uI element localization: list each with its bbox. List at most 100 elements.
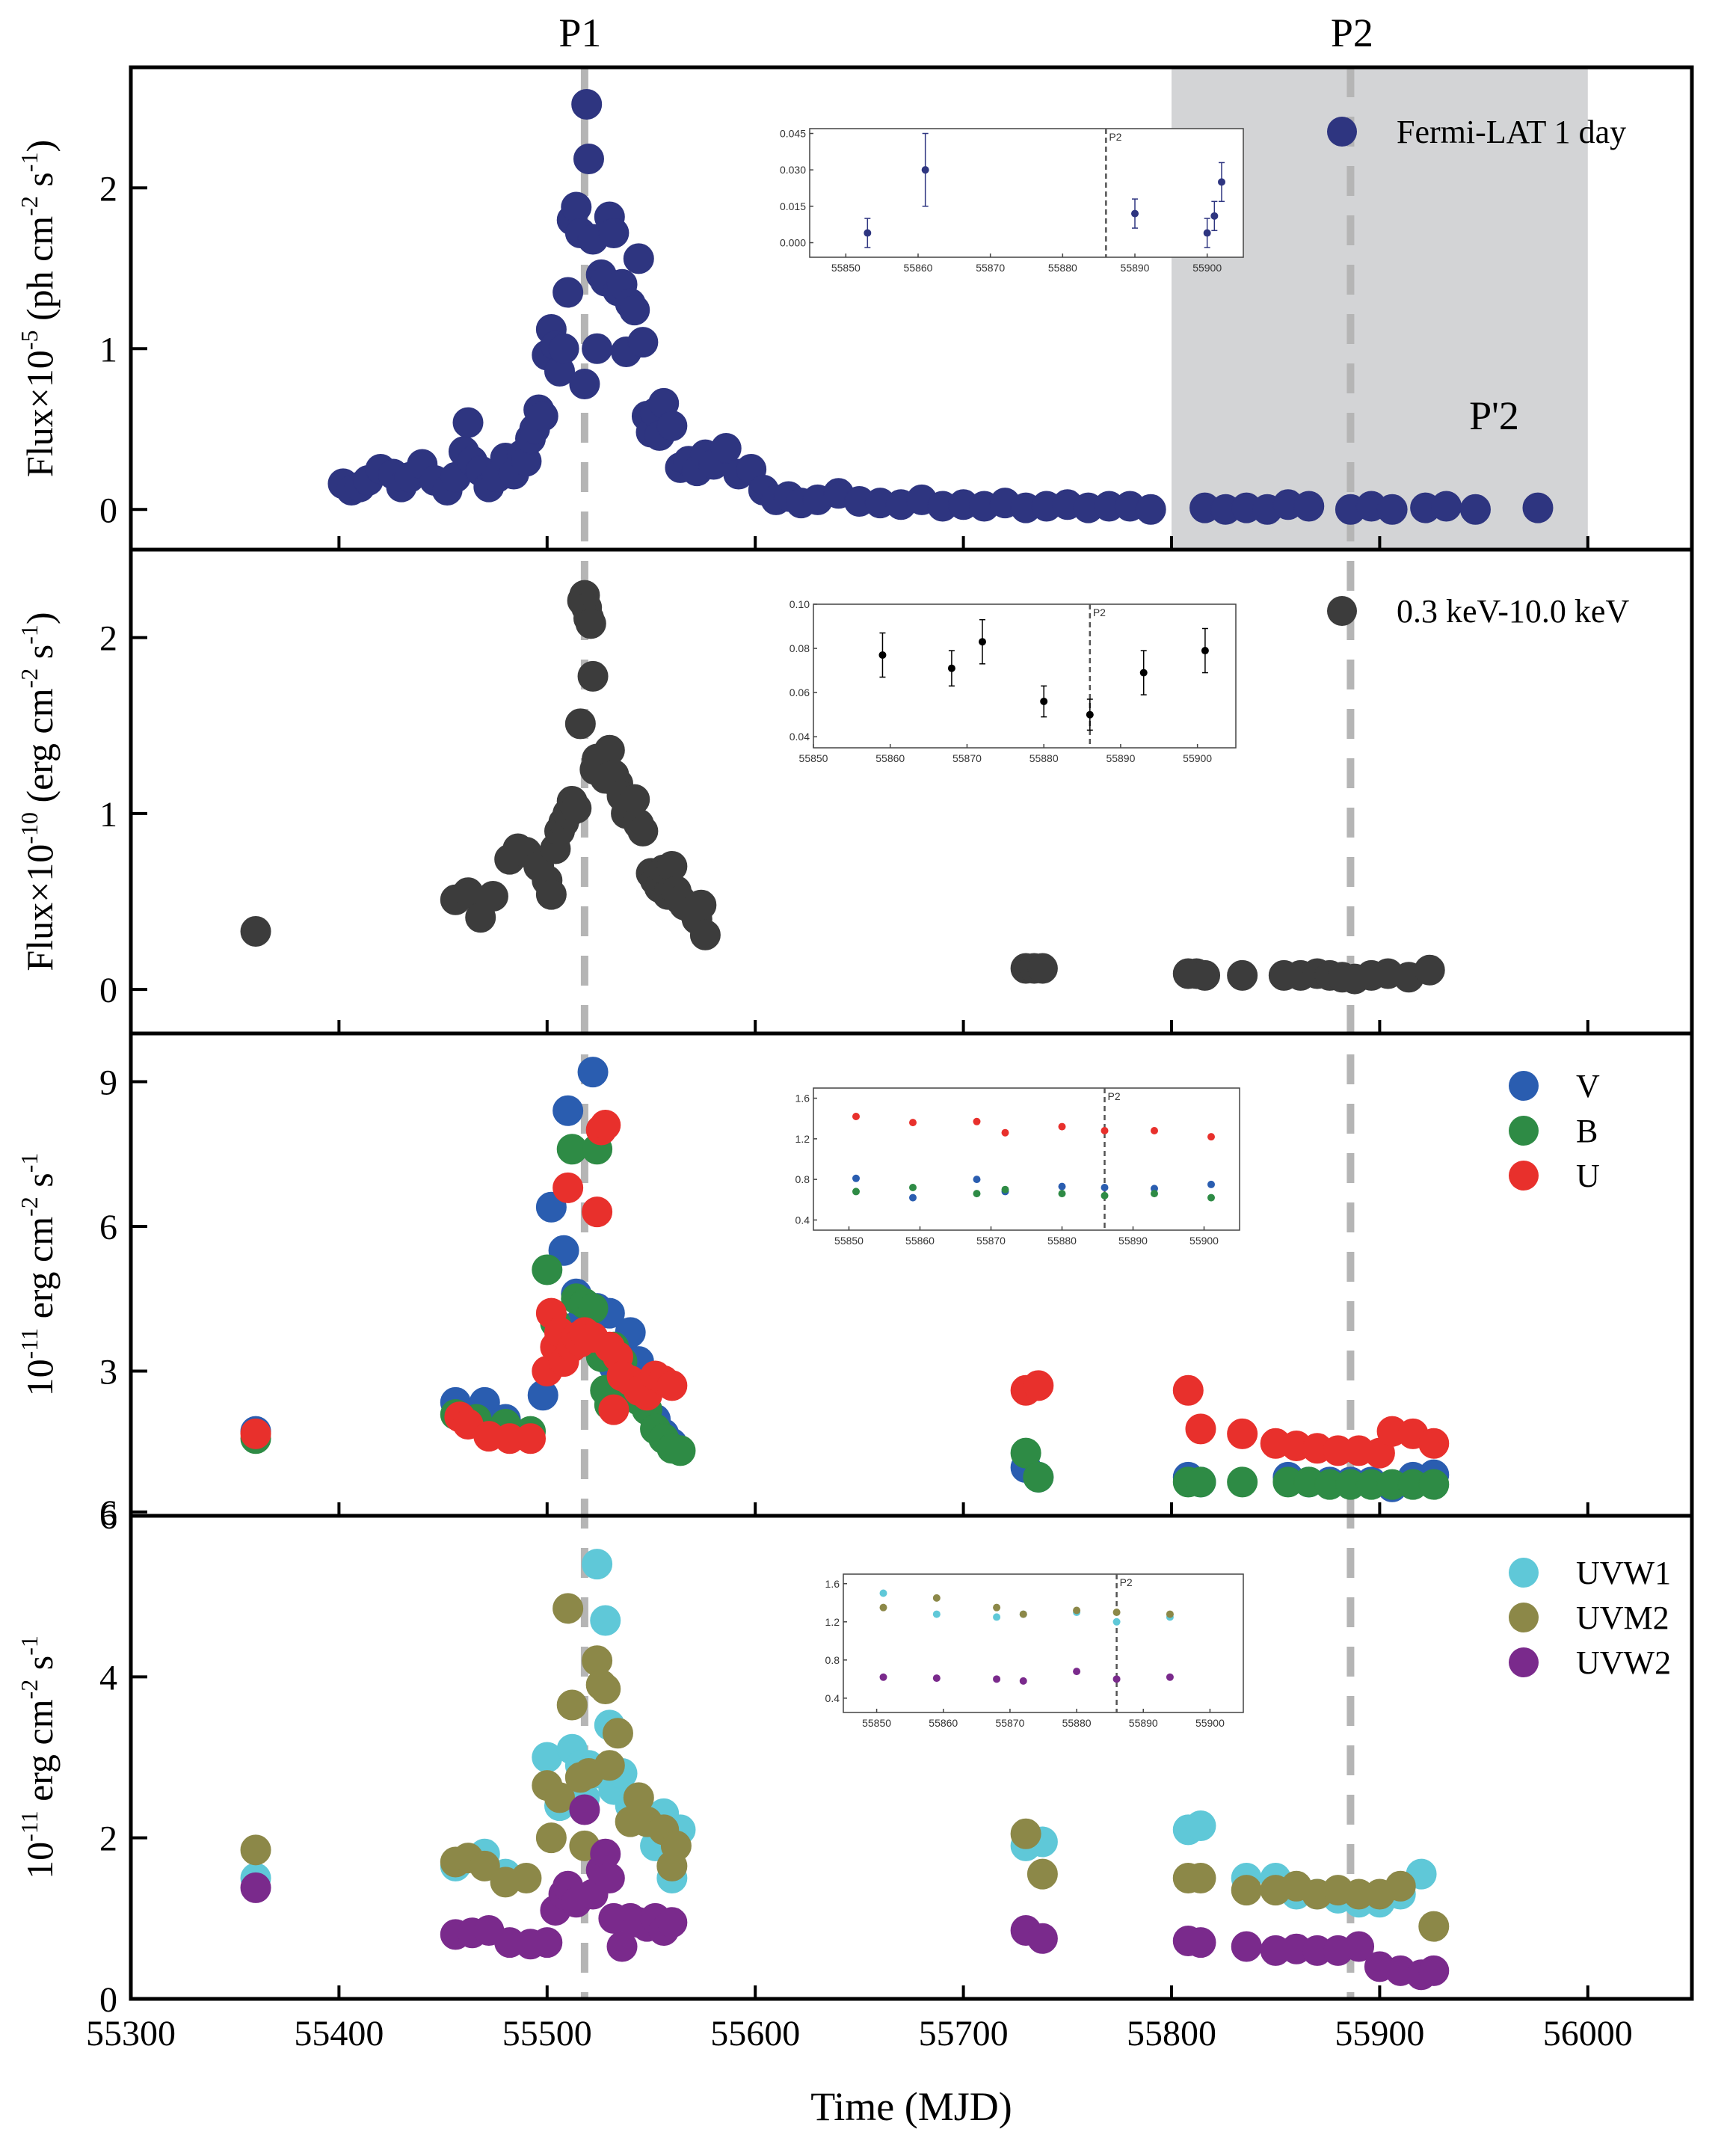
y-axis-label-panel-4: 10-11 erg cm-2 s-1 (16, 1635, 61, 1879)
data-point (686, 889, 717, 921)
inset-data-point (932, 1594, 941, 1602)
inset-y-tick-label: 0.015 (780, 200, 806, 212)
inset-data-point (1058, 1190, 1066, 1198)
inset-data-point (1166, 1673, 1174, 1681)
y-tick-label: 2 (99, 619, 117, 659)
data-point (1522, 492, 1554, 523)
inset-x-tick-label: 55900 (1195, 1717, 1225, 1729)
data-point (552, 1172, 584, 1203)
inset-data-point (1101, 1184, 1109, 1191)
inset-x-tick-label: 55880 (1062, 1717, 1092, 1729)
data-point (1010, 1818, 1041, 1849)
inset-data-point (909, 1119, 917, 1127)
y-tick-label: 1 (99, 795, 117, 835)
data-point (590, 1605, 621, 1636)
inset-y-tick-label: 0.08 (789, 642, 810, 654)
data-point (1227, 1466, 1258, 1498)
inset-p2-label: P2 (1108, 1090, 1121, 1102)
inset-data-point (1201, 647, 1209, 655)
x-tick-label: 55600 (710, 2014, 800, 2053)
peak-label-p2: P2 (1331, 10, 1373, 55)
inset-y-tick-label: 0.4 (825, 1692, 840, 1704)
data-point (1414, 954, 1445, 986)
data-point (1376, 494, 1408, 525)
data-point (564, 708, 596, 740)
inset-data-point (909, 1193, 917, 1202)
inset-data-point (973, 1190, 981, 1198)
data-point (573, 144, 604, 175)
inset-panel-4: 55850 55860 55870 55880 55890 55900 0.4 0.8 1.2 1… (825, 1573, 1244, 1729)
inset-x-tick-label: 55890 (1106, 752, 1135, 764)
inset-panel-2: 55850 55860 55870 55880 55890 55900 0.04 0.06 0.… (789, 598, 1237, 764)
inset-x-tick-label: 55880 (1048, 262, 1077, 274)
inset-x-tick-label: 55860 (875, 752, 905, 764)
inset-frame (813, 603, 1237, 749)
data-point (602, 1718, 633, 1749)
data-point (623, 243, 654, 274)
data-point (1172, 1374, 1204, 1406)
peak-label-p1: P1 (558, 10, 601, 55)
inset-data-point (1101, 1127, 1109, 1134)
data-point (1010, 1437, 1041, 1469)
inset-x-tick-label: 55900 (1189, 1235, 1219, 1247)
inset-data-point (864, 229, 872, 237)
inset-data-point (1001, 1185, 1009, 1193)
data-point (240, 1834, 271, 1866)
data-point (710, 433, 742, 464)
inset-y-tick-label: 0.04 (789, 731, 810, 743)
inset-data-point (973, 1117, 981, 1125)
inset-frame (813, 1087, 1240, 1231)
annotation-p2-prime: P'2 (1469, 393, 1519, 438)
inset-x-tick-label: 55900 (1183, 752, 1212, 764)
data-point (590, 1673, 621, 1704)
inset-x-tick-label: 55870 (976, 262, 1005, 274)
y-tick-label: 6 (99, 1497, 117, 1537)
data-point (571, 88, 603, 120)
inset-data-point (909, 1184, 917, 1191)
inset-data-point (1151, 1127, 1158, 1134)
inset-y-tick-label: 0.030 (780, 164, 806, 176)
series-0-3-kev-10-0-kev (240, 580, 1445, 995)
data-point (627, 327, 659, 358)
data-point (532, 1927, 563, 1959)
y-axis-label-panel-2: Flux×10-10 (erg cm-2 s-1) (16, 612, 61, 971)
inset-x-tick-label: 55850 (799, 752, 828, 764)
data-point (1343, 1931, 1375, 1962)
legend-layer: Fermi-LAT 1 day 0.3 keV-10.0 keV VBU UVW1 UV… (1327, 114, 1671, 1681)
panel-frame-4 (129, 1514, 1694, 2001)
data-point (1185, 1927, 1216, 1959)
inset-x-tick-label: 55860 (904, 262, 933, 274)
x-tick-label: 55400 (294, 2014, 384, 2053)
data-point (240, 1872, 271, 1903)
insets-layer: 55850 55860 55870 55880 55890 55900 0.000 0.015… (780, 127, 1244, 1729)
inset-data-point (1112, 1618, 1121, 1626)
inset-y-tick-label: 1.6 (795, 1093, 810, 1105)
data-point (598, 1394, 630, 1425)
inset-x-tick-label: 55890 (1118, 1235, 1148, 1247)
inset-data-point (879, 1673, 887, 1681)
data-point (1227, 959, 1258, 991)
data-point (594, 1750, 625, 1781)
data-point (1293, 491, 1325, 522)
data-point (656, 410, 688, 441)
inset-x-tick-label: 55850 (834, 1235, 864, 1247)
y-tick-label: 6 (99, 1208, 117, 1247)
data-point (1231, 1875, 1262, 1906)
data-point (582, 1196, 613, 1228)
inset-data-point (993, 1613, 1001, 1621)
data-point (1185, 1810, 1216, 1842)
data-point (582, 1549, 613, 1580)
inset-data-point (1139, 669, 1148, 677)
legend-label: UVM2 (1576, 1600, 1669, 1636)
inset-data-point (879, 1603, 887, 1612)
data-point (1418, 1911, 1450, 1942)
inset-data-point (1073, 1668, 1081, 1676)
y-tick-label: 4 (99, 1658, 117, 1698)
data-point (627, 815, 659, 847)
inset-data-point (1131, 209, 1139, 218)
data-point (511, 1863, 542, 1893)
inset-data-point (1101, 1191, 1109, 1199)
inset-data-point (852, 1113, 860, 1120)
inset-x-tick-label: 55870 (995, 1717, 1024, 1729)
data-point (1418, 1469, 1450, 1500)
